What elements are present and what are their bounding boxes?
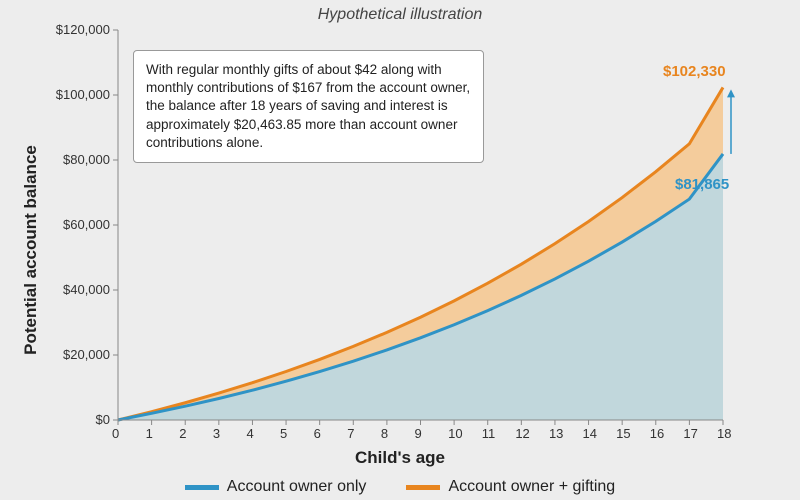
- legend: Account owner only Account owner + gifti…: [0, 478, 800, 496]
- x-tick: 2: [179, 426, 186, 441]
- x-tick: 5: [280, 426, 287, 441]
- x-tick: 11: [482, 426, 496, 441]
- legend-label-gifting: Account owner + gifting: [448, 478, 615, 496]
- x-tick: 6: [314, 426, 321, 441]
- chart-container: Hypothetical illustration Potential acco…: [0, 0, 800, 500]
- end-value-owner: $81,865: [675, 176, 729, 193]
- y-axis-label: Potential account balance: [21, 145, 41, 355]
- x-tick: 8: [381, 426, 388, 441]
- y-tick: $120,000: [56, 22, 110, 37]
- legend-label-owner: Account owner only: [227, 478, 367, 496]
- x-tick: 0: [112, 426, 119, 441]
- legend-swatch-owner: [185, 485, 219, 490]
- x-tick: 10: [448, 426, 462, 441]
- callout-box: With regular monthly gifts of about $42 …: [133, 50, 484, 163]
- x-axis-label: Child's age: [0, 448, 800, 468]
- y-tick: $80,000: [63, 152, 110, 167]
- x-tick: 7: [347, 426, 354, 441]
- x-tick: 1: [146, 426, 153, 441]
- x-tick: 3: [213, 426, 220, 441]
- x-tick: 17: [683, 426, 697, 441]
- x-tick: 16: [650, 426, 664, 441]
- y-tick: $20,000: [63, 347, 110, 362]
- legend-item-gifting: Account owner + gifting: [406, 478, 615, 496]
- legend-swatch-gifting: [406, 485, 440, 490]
- y-tick: $100,000: [56, 87, 110, 102]
- y-tick: $60,000: [63, 217, 110, 232]
- end-value-gifting: $102,330: [663, 63, 726, 80]
- x-tick: 13: [549, 426, 563, 441]
- chart-title: Hypothetical illustration: [0, 6, 800, 24]
- x-tick: 4: [246, 426, 253, 441]
- y-tick: $40,000: [63, 282, 110, 297]
- x-tick: 18: [717, 426, 731, 441]
- x-tick: 14: [583, 426, 597, 441]
- x-tick: 9: [415, 426, 422, 441]
- y-tick: $0: [96, 412, 110, 427]
- legend-item-owner: Account owner only: [185, 478, 367, 496]
- x-tick: 12: [515, 426, 529, 441]
- x-tick: 15: [616, 426, 630, 441]
